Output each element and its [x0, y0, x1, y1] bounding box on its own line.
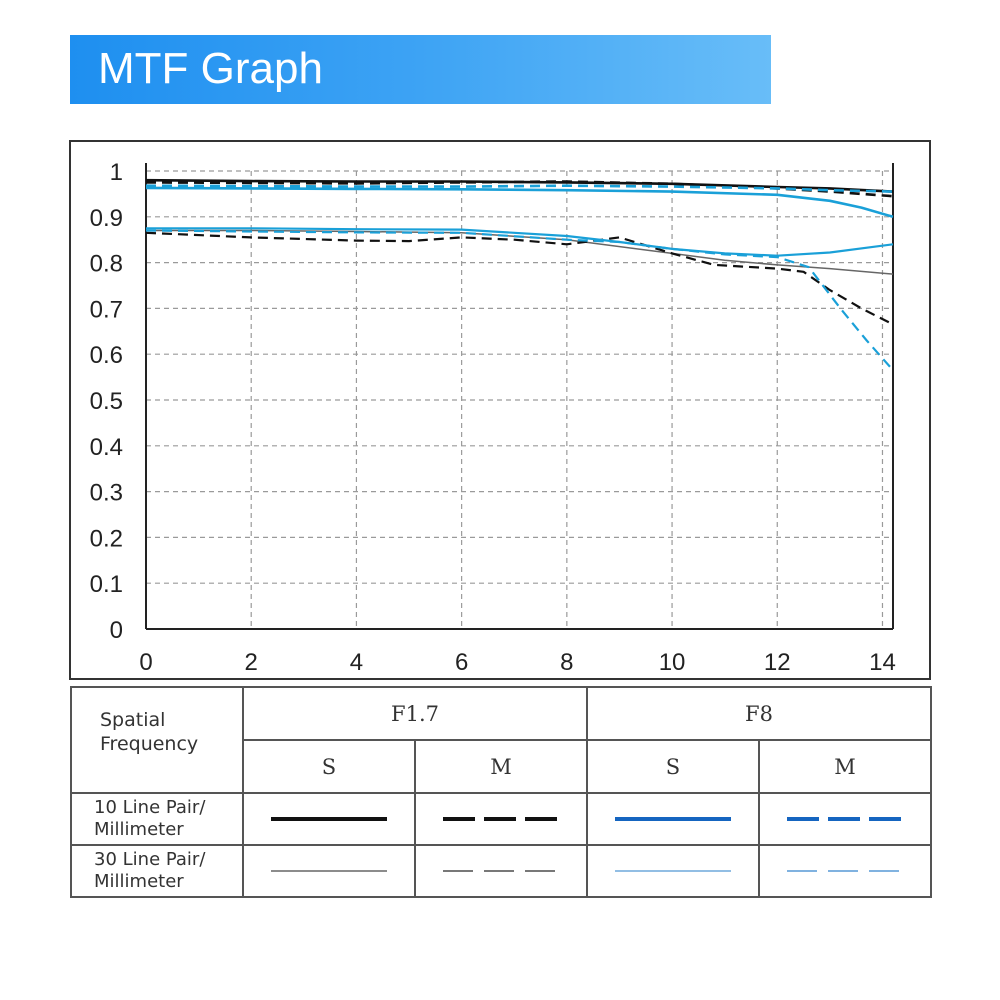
- legend-swatch-f8-m-10: [787, 817, 903, 821]
- chart-title: MTF Graph: [98, 44, 323, 93]
- legend-cell-f17-s-30: [242, 844, 416, 898]
- series-line-5: [145, 231, 894, 326]
- legend-header-f17: F1.7: [242, 686, 588, 741]
- legend-subheader-f8-m: M: [758, 739, 932, 794]
- x-tick-label-7: 14: [869, 649, 896, 676]
- mtf-chart: 00.10.20.30.40.50.60.70.80.910 2 4 6 8 10 12 14: [69, 140, 931, 680]
- legend-row-30lp-label-1: 30 Line Pair/: [94, 849, 206, 870]
- y-tick-label-3: 0.3: [90, 480, 123, 507]
- legend-row-10lp-label-1: 10 Line Pair/: [94, 797, 206, 818]
- legend-cell-f8-s-30: [586, 844, 760, 898]
- legend-row-10lp-label: 10 Line Pair/ Millimeter: [70, 792, 244, 846]
- y-tick-label-5: 0.5: [90, 388, 123, 415]
- x-tick-label-2: 4: [350, 649, 363, 676]
- y-tick-label-1: 0.1: [90, 571, 123, 598]
- legend-subheader-f17-s: S: [242, 739, 416, 794]
- legend-swatch-f17-m-10: [443, 817, 559, 821]
- legend-cell-f8-m-30: [758, 844, 932, 898]
- legend-subheader-f17-m: M: [414, 739, 588, 794]
- title-banner: MTF Graph: [70, 35, 771, 104]
- y-tick-label-10: 1: [110, 159, 123, 186]
- series-line-3: [145, 184, 894, 193]
- legend-corner-cell: Spatial Frequency: [70, 686, 244, 794]
- legend-swatch-f17-s-10: [271, 817, 387, 821]
- y-tick-label-8: 0.8: [90, 251, 123, 278]
- legend-swatch-f17-m-30: [443, 870, 559, 872]
- legend-swatch-f8-s-10: [615, 817, 731, 821]
- series-lines: [145, 178, 894, 371]
- chart-frame: [69, 140, 931, 680]
- x-tick-label-5: 10: [659, 649, 686, 676]
- legend-subheader-f8-s: S: [586, 739, 760, 794]
- series-line-7: [145, 229, 894, 371]
- x-tick-label-6: 12: [764, 649, 791, 676]
- x-tick-label-1: 2: [245, 649, 258, 676]
- legend-row-10lp-label-2: Millimeter: [94, 819, 184, 840]
- grid-lines: [146, 170, 893, 629]
- tick-labels: 00.10.20.30.40.50.60.70.80.910 2 4 6 8 10 12 14: [90, 159, 896, 676]
- series-line-4: [146, 229, 894, 275]
- y-tick-label-4: 0.4: [90, 434, 123, 461]
- legend-row-30lp-label: 30 Line Pair/ Millimeter: [70, 844, 244, 898]
- legend-cell-f8-s-10: [586, 792, 760, 846]
- axes: [145, 163, 894, 630]
- y-tick-label-6: 0.6: [90, 342, 123, 369]
- legend-table: Spatial Frequency F1.7 F8 S M S M 10 Lin…: [70, 686, 932, 898]
- x-tick-label-4: 8: [560, 649, 573, 676]
- legend-swatch-f8-s-30: [615, 870, 731, 872]
- legend-cell-f17-m-10: [414, 792, 588, 846]
- legend-corner-label-1: Spatial: [100, 709, 166, 731]
- series-line-1: [145, 180, 894, 198]
- legend-cell-f17-m-30: [414, 844, 588, 898]
- y-tick-label-0: 0: [110, 617, 123, 644]
- x-tick-label-3: 6: [455, 649, 468, 676]
- series-line-2: [145, 186, 894, 219]
- legend-swatch-f17-s-30: [271, 870, 387, 872]
- y-tick-label-9: 0.9: [90, 205, 123, 232]
- x-tick-label-0: 0: [139, 649, 152, 676]
- legend-corner-label-2: Frequency: [100, 733, 199, 755]
- y-tick-label-2: 0.2: [90, 525, 123, 552]
- legend-row-30lp-label-2: Millimeter: [94, 871, 184, 892]
- legend-cell-f8-m-10: [758, 792, 932, 846]
- y-tick-label-7: 0.7: [90, 296, 123, 323]
- legend-cell-f17-s-10: [242, 792, 416, 846]
- legend-swatch-f8-m-30: [787, 870, 903, 872]
- legend-header-f8: F8: [586, 686, 932, 741]
